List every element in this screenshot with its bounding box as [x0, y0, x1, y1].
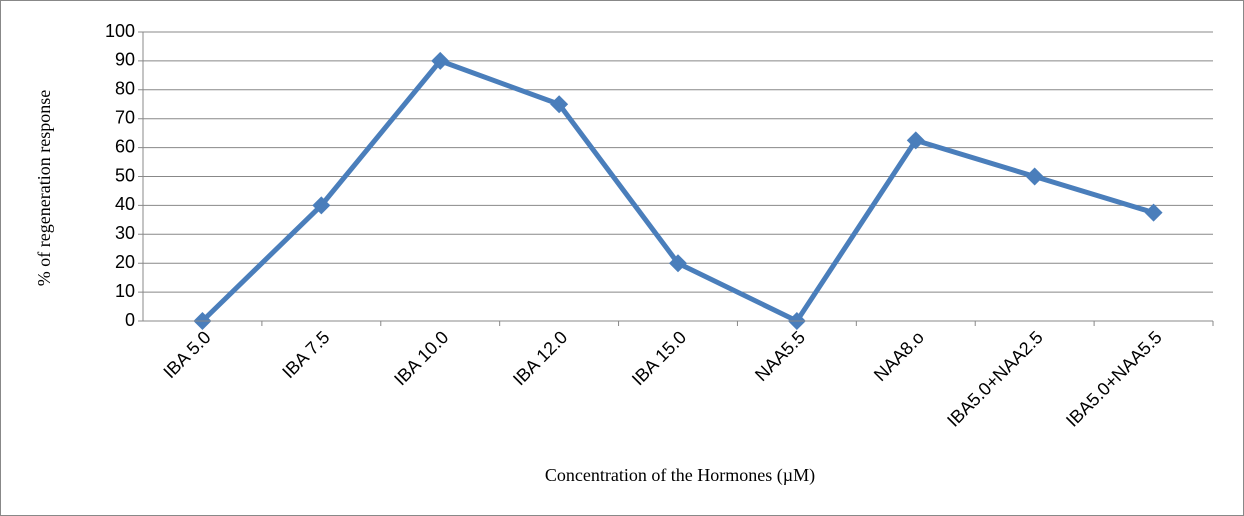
y-tick-label: 0 [125, 310, 135, 330]
marker [312, 196, 331, 215]
marker [550, 95, 569, 114]
y-tick-label: 20 [115, 252, 135, 272]
y-tick-label: 30 [115, 223, 135, 243]
y-tick-label: 50 [115, 165, 135, 185]
y-tick-label: 90 [115, 50, 135, 70]
y-tick-label: 40 [115, 194, 135, 214]
y-tick-label: 100 [105, 21, 135, 41]
y-tick-label: 80 [115, 79, 135, 99]
y-axis-label: % of regeneration response [34, 90, 54, 286]
marker [1144, 203, 1163, 222]
marker [669, 254, 687, 273]
x-axis-label: Concentration of the Hormones (µM) [545, 465, 815, 486]
marker [431, 51, 450, 70]
marker [906, 131, 925, 150]
marker [1025, 167, 1044, 186]
y-tick-label: 70 [115, 107, 135, 127]
y-tick-label: 60 [115, 136, 135, 156]
y-tick-label: 10 [115, 281, 135, 301]
